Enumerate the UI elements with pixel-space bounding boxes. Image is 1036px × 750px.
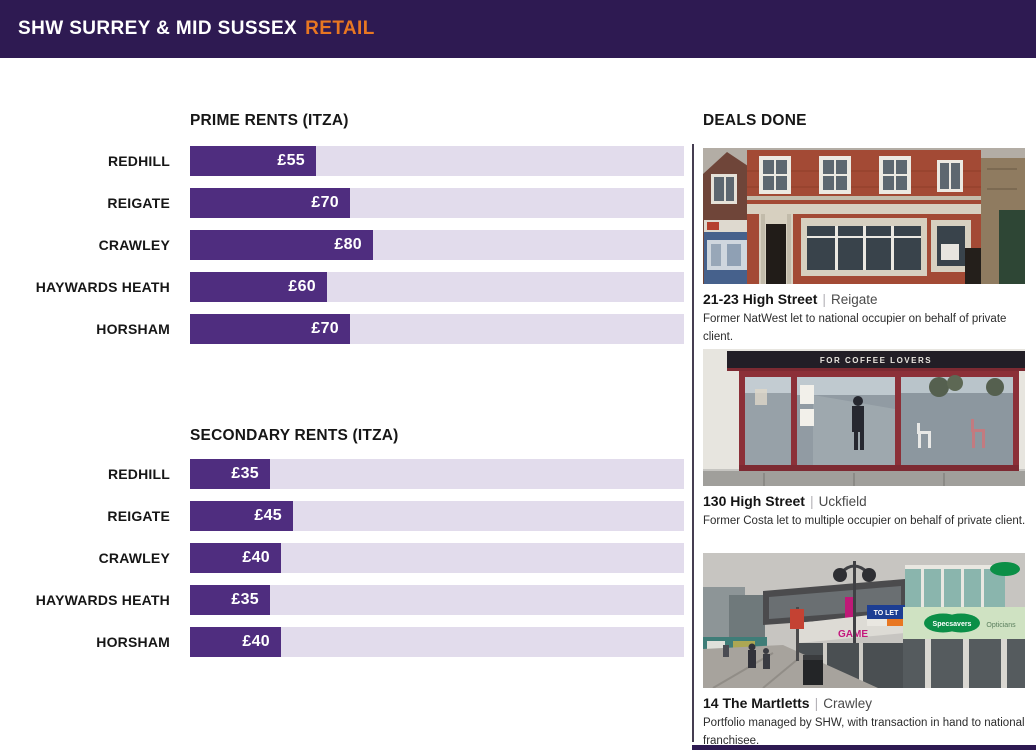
bar-fill: £35 — [190, 459, 270, 489]
deal-description: Portfolio managed by SHW, with transacti… — [703, 717, 1025, 747]
bar-value-label: £60 — [288, 278, 316, 295]
deal-photo-uckfield: FOR COFFEE LOVERS — [703, 349, 1025, 486]
deal-address: 130 High Street — [703, 493, 805, 509]
caption-separator: | — [814, 695, 819, 711]
deal-caption: 130 High Street | Uckfield — [703, 493, 1025, 509]
opticians-text: Opticians — [986, 622, 1016, 629]
bar-fill: £70 — [190, 314, 350, 344]
header-title: SHW SURREY & MID SUSSEX — [18, 18, 298, 39]
deal-location: Reigate — [831, 292, 878, 307]
bar-track: £55 — [190, 146, 684, 176]
bar-fill: £80 — [190, 230, 373, 260]
chart-row: HAYWARDS HEATH £60 — [0, 272, 684, 302]
bar-fill: £45 — [190, 501, 293, 531]
chart-row: REIGATE £45 — [0, 501, 684, 531]
chart-row: HORSHAM £40 — [0, 627, 684, 657]
deal-photo-crawley: GAME TO LET Specsavers Opticians — [703, 553, 1025, 688]
secondary-rents-title: SECONDARY RENTS (ITZA) — [190, 427, 399, 444]
bar-value-label: £70 — [311, 194, 339, 211]
bar-category-label: CRAWLEY — [98, 550, 170, 566]
bar-category-label: HAYWARDS HEATH — [35, 279, 170, 295]
bar-value-label: £40 — [242, 633, 270, 650]
deal-location: Uckfield — [818, 494, 867, 509]
bar-track: £80 — [190, 230, 684, 260]
bar-fill: £70 — [190, 188, 350, 218]
prime-rents-chart: REDHILL £55 REIGATE £70 CRAWLEY £80 HAYWARDS H… — [0, 146, 684, 356]
bar-fill: £55 — [190, 146, 316, 176]
bar-value-label: £70 — [311, 320, 339, 337]
chart-row: HAYWARDS HEATH £35 — [0, 585, 684, 615]
deal-description: Former Costa let to multiple occupier on… — [703, 515, 1026, 527]
bar-fill: £40 — [190, 627, 281, 657]
deal-address: 14 The Martletts — [703, 695, 810, 711]
bar-value-label: £55 — [277, 152, 305, 169]
chart-row: CRAWLEY £40 — [0, 543, 684, 573]
bar-track: £40 — [190, 543, 684, 573]
deal-caption: 21-23 High Street | Reigate — [703, 291, 1025, 307]
to-let-sign-text: TO LET — [874, 610, 899, 617]
bar-category-label: HAYWARDS HEATH — [35, 592, 170, 608]
deal-card: GAME TO LET Specsavers Opticians — [703, 553, 1025, 750]
caption-separator: | — [809, 493, 814, 509]
bar-track: £35 — [190, 459, 684, 489]
column-divider — [692, 144, 694, 742]
bar-category-label: HORSHAM — [96, 321, 170, 337]
bar-track: £35 — [190, 585, 684, 615]
bar-track: £40 — [190, 627, 684, 657]
deals-done-title: DEALS DONE — [703, 112, 807, 129]
bar-track: £70 — [190, 188, 684, 218]
chart-row: CRAWLEY £80 — [0, 230, 684, 260]
bar-category-label: REDHILL — [107, 466, 170, 482]
bar-track: £60 — [190, 272, 684, 302]
bar-value-label: £40 — [242, 549, 270, 566]
bar-category-label: REIGATE — [107, 508, 170, 524]
bar-value-label: £35 — [231, 465, 259, 482]
bar-fill: £60 — [190, 272, 327, 302]
header-highlight: RETAIL — [305, 18, 375, 39]
chart-row: REIGATE £70 — [0, 188, 684, 218]
coffee-fascia-text: FOR COFFEE LOVERS — [820, 356, 932, 365]
deal-caption: 14 The Martletts | Crawley — [703, 695, 1025, 711]
bar-value-label: £35 — [231, 591, 259, 608]
prime-rents-title: PRIME RENTS (ITZA) — [190, 112, 349, 129]
bar-value-label: £80 — [334, 236, 362, 253]
chart-row: REDHILL £35 — [0, 459, 684, 489]
bar-fill: £35 — [190, 585, 270, 615]
secondary-rents-chart: REDHILL £35 REIGATE £45 CRAWLEY £40 HAYWARDS H… — [0, 459, 684, 669]
deal-address: 21-23 High Street — [703, 291, 818, 307]
bar-category-label: REIGATE — [107, 195, 170, 211]
chart-row: REDHILL £55 — [0, 146, 684, 176]
specsavers-logo-text: Specsavers — [933, 621, 972, 628]
bar-category-label: HORSHAM — [96, 634, 170, 650]
caption-separator: | — [822, 291, 827, 307]
deal-location: Crawley — [823, 696, 872, 711]
header-bar: SHW SURREY & MID SUSSEX RETAIL — [0, 0, 1036, 58]
bottom-rule — [692, 745, 1036, 750]
bar-fill: £40 — [190, 543, 281, 573]
deal-card: 21-23 High Street | Reigate Former NatWest… — [703, 148, 1025, 347]
deal-card: FOR COFFEE LOVERS — [703, 349, 1025, 531]
deal-photo-reigate — [703, 148, 1025, 284]
deal-description: Former NatWest let to national occupier … — [703, 313, 1007, 343]
bar-category-label: REDHILL — [107, 153, 170, 169]
bar-category-label: CRAWLEY — [98, 237, 170, 253]
bar-track: £70 — [190, 314, 684, 344]
chart-row: HORSHAM £70 — [0, 314, 684, 344]
bar-track: £45 — [190, 501, 684, 531]
bar-value-label: £45 — [254, 507, 282, 524]
